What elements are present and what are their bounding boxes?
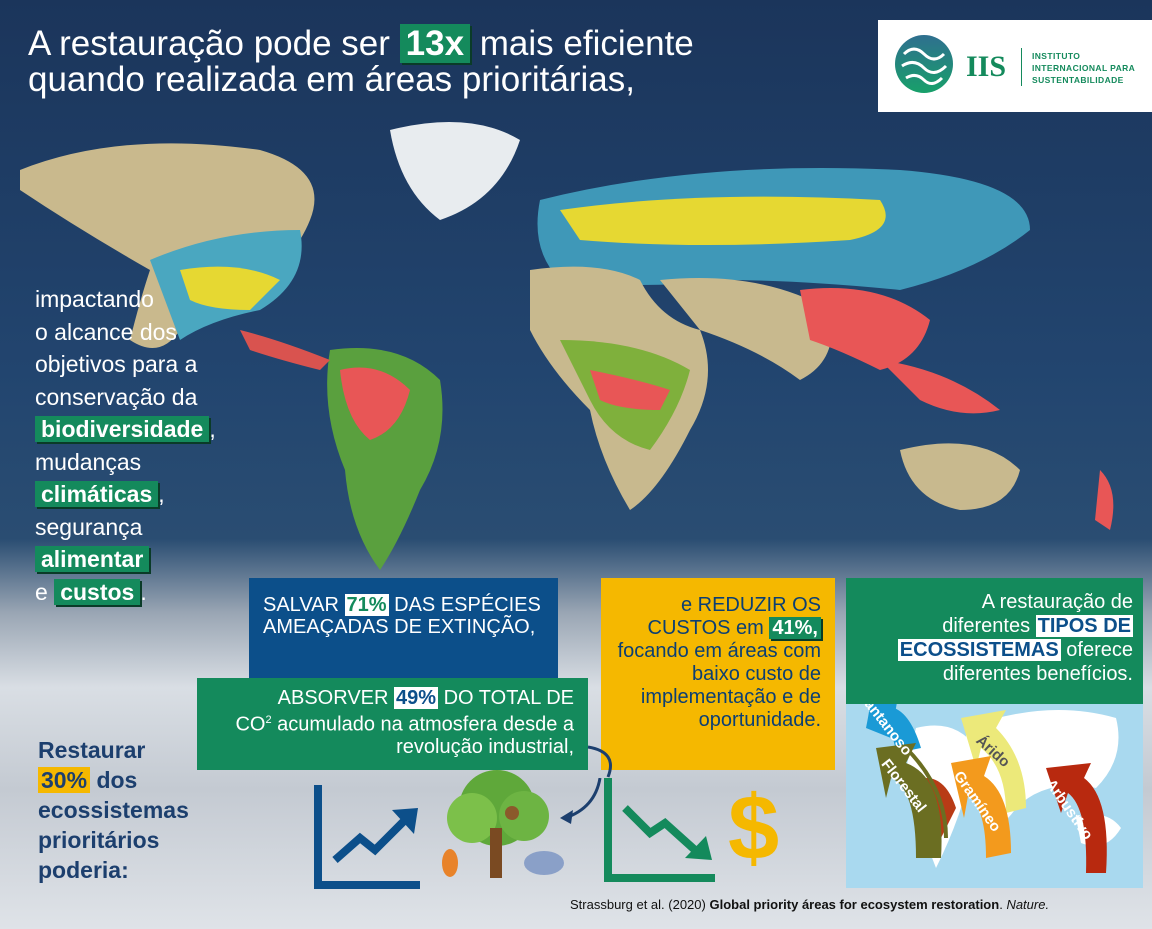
citation-authors: Strassburg et al. (2020) <box>570 897 706 912</box>
highlight-alimentar: alimentar <box>35 546 150 572</box>
cost-box: e REDUZIR OS CUSTOS em 41%, focando em á… <box>601 578 835 770</box>
citation: Strassburg et al. (2020) Global priority… <box>570 897 1050 912</box>
citation-title: Global priority áreas for ecosystem rest… <box>709 897 1000 912</box>
impact-line: conservação da <box>35 383 198 410</box>
impact-line: segurança <box>35 513 143 540</box>
impact-text: impactando o alcance dos objetivos para … <box>35 283 216 608</box>
eco-highlight: ECOSSISTEMAS <box>897 639 1061 661</box>
carbon-text: DO TOTAL DE <box>443 687 574 709</box>
impact-line: e <box>35 578 48 605</box>
species-text: SALVAR <box>263 594 339 616</box>
eco-line: oferece <box>1066 639 1133 661</box>
logo-name: INSTITUTO <box>1032 51 1081 61</box>
impact-line: objetivos para a <box>35 351 198 377</box>
headline-highlight-13x: 13x <box>399 24 471 63</box>
restaurar-percent: 30% <box>38 767 91 793</box>
restaurar-line: dos <box>96 767 138 793</box>
chart-up-icon <box>314 785 420 889</box>
eco-highlight: TIPOS DE <box>1035 615 1133 637</box>
restaurar-line: prioritários <box>38 827 160 853</box>
arrow-arbustivo <box>1046 763 1107 873</box>
world-priority-map <box>20 122 1114 570</box>
arrow-arido <box>961 710 1026 813</box>
headline: A restauração pode ser 13x mais eficient… <box>28 24 694 99</box>
restaurar-line: poderia: <box>38 857 129 883</box>
curved-arrow-icon <box>587 745 612 778</box>
impact-line: o alcance dos <box>35 318 177 345</box>
impact-line: impactando <box>35 286 154 312</box>
tree-with-animals-icon <box>442 770 564 878</box>
chart-down-icon <box>604 778 715 882</box>
arrow-gramineo <box>951 756 1011 858</box>
carbon-text: ABSORVER <box>277 687 389 709</box>
iis-logo: IIS INSTITUTO INTERNACIONAL PARA SUSTENT… <box>878 20 1152 112</box>
restaurar-line: Restaurar <box>38 737 146 763</box>
impact-line: mudanças <box>35 448 142 475</box>
cost-text: e REDUZIR OS CUSTOS em <box>647 594 821 639</box>
headline-text: mais eficiente <box>479 24 694 63</box>
headline-line2: quando realizada em áreas prioritárias, <box>28 60 635 99</box>
highlight-custos: custos <box>54 578 141 605</box>
logo-name: SUSTENTABILIDADE <box>1032 75 1124 85</box>
curved-arrow-icon <box>560 778 602 824</box>
restaurar-line: ecossistemas <box>38 797 189 823</box>
cost-text: focando em áreas com baixo custo de impl… <box>617 640 821 731</box>
continents <box>20 122 1114 570</box>
ecosystem-map <box>851 678 1121 873</box>
species-text: DAS ESPÉCIES AMEAÇADAS DE EXTINÇÃO, <box>263 594 541 638</box>
dollar-icon: $ <box>728 777 780 879</box>
logo-name: INTERNACIONAL PARA <box>1032 63 1136 73</box>
co2-sup: 2 <box>265 714 272 726</box>
ecosystem-box: Pantanoso Florestal Árido Gramíneo Arbus… <box>846 578 1143 888</box>
iis-globe-icon <box>895 35 953 93</box>
ecosystem-text: A restauração de diferentes TIPOS DE ECO… <box>846 578 1143 704</box>
iis-mark: IIS <box>966 50 1007 83</box>
headline-text: A restauração pode ser <box>28 24 390 63</box>
carbon-box: ABSORVER 49% DO TOTAL DE CO2 acumulado n… <box>197 678 588 770</box>
eco-line: diferentes benefícios. <box>942 663 1133 685</box>
highlight-biodiversidade: biodiversidade <box>35 416 210 442</box>
citation-journal: Nature. <box>1006 897 1050 912</box>
restaurar-text: Restaurar 30% dos ecossistemas prioritár… <box>38 735 189 885</box>
logo-divider <box>1021 48 1022 86</box>
highlight-climaticas: climáticas <box>35 481 159 507</box>
carbon-text: acumulado na atmosfera desde a revolução… <box>277 713 574 758</box>
eco-line: A restauração de <box>981 591 1133 613</box>
arrow-florestal <box>876 743 942 858</box>
eco-line: diferentes <box>942 615 1031 637</box>
carbon-percent: 49% <box>394 687 439 709</box>
species-percent: 71% <box>344 594 389 616</box>
cost-percent: 41%, <box>769 617 821 639</box>
species-box: SALVAR 71% DAS ESPÉCIES AMEAÇADAS DE EXT… <box>249 578 558 680</box>
co2-text: CO <box>235 713 266 736</box>
